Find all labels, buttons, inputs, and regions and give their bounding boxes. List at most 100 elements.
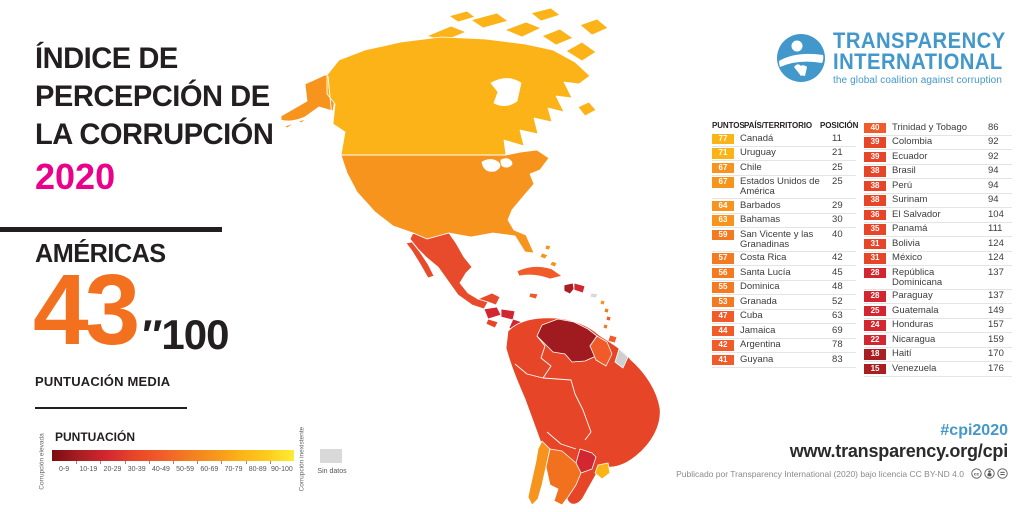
rank-value: 11 bbox=[832, 132, 842, 144]
table-row: 67 Estados Unidos de América 25 bbox=[712, 176, 857, 199]
title-year: 2020 bbox=[35, 156, 116, 197]
scores-table-right-column: 40 Trinidad y Tobago 86 39 Colombia 92 39 Ecuad… bbox=[864, 121, 1012, 377]
country-name: Granada bbox=[740, 295, 777, 307]
legend-range-label: 90-100 bbox=[271, 466, 293, 473]
map-arctic-islands bbox=[426, 7, 609, 62]
table-row: 31 México 124 bbox=[864, 252, 1012, 266]
legend-range-label: 50-59 bbox=[176, 466, 195, 473]
page-title: ÍNDICE DE PERCEPCIÓN DE LA CORRUPCIÓN 20… bbox=[35, 40, 305, 198]
map-hudson-bay bbox=[490, 78, 522, 106]
legend-ticks bbox=[52, 461, 294, 464]
map-puerto-rico bbox=[589, 292, 599, 299]
transparency-international-logo: TRANSPARENCY INTERNATIONAL the global co… bbox=[776, 30, 1012, 86]
table-row: 42 Argentina 78 bbox=[712, 339, 857, 353]
table-row: 44 Jamaica 69 bbox=[712, 324, 857, 339]
points-badge: 59 bbox=[712, 229, 734, 240]
table-row: 67 Chile 25 bbox=[712, 161, 857, 176]
points-badge: 18 bbox=[864, 349, 887, 360]
rank-value: 48 bbox=[832, 281, 843, 292]
rank-value: 69 bbox=[832, 324, 843, 336]
legend-tick bbox=[148, 461, 150, 464]
map-argentina bbox=[545, 448, 582, 506]
country-name: Bahamas bbox=[740, 214, 781, 225]
map-honduras bbox=[500, 308, 516, 321]
points-badge: 71 bbox=[712, 148, 734, 159]
country-name: Guatemala bbox=[892, 304, 939, 316]
rank-value: 29 bbox=[832, 199, 843, 211]
country-name: República Dominicana bbox=[892, 266, 943, 288]
points-badge: 36 bbox=[864, 209, 887, 220]
rank-value: 92 bbox=[988, 150, 999, 162]
points-badge: 39 bbox=[864, 151, 887, 162]
legend-tick bbox=[124, 461, 126, 464]
rank-value: 40 bbox=[832, 228, 843, 240]
legend-tick bbox=[173, 461, 174, 464]
points-badge: 31 bbox=[864, 253, 887, 264]
legend-high-corruption-label: Corrupción elevada bbox=[38, 433, 46, 490]
legend-range-labels: 0-9 10-19 20-29 30-39 40-49 50-59 60-69 70-79 80… bbox=[52, 466, 294, 473]
rank-value: 111 bbox=[988, 223, 1003, 234]
country-name: Haití bbox=[892, 348, 912, 359]
map-internal-borders bbox=[327, 75, 592, 450]
table-row: 28 República Dominicana 137 bbox=[864, 266, 1012, 290]
country-name: Argentina bbox=[740, 339, 781, 350]
points-badge: 56 bbox=[712, 267, 734, 278]
country-name: Chile bbox=[740, 161, 762, 173]
legend-range-label: 10-19 bbox=[79, 466, 98, 473]
map-cuba bbox=[516, 266, 563, 280]
website-link[interactable]: www.transparency.org/cpi bbox=[789, 441, 1008, 461]
table-row: 39 Colombia 92 bbox=[864, 136, 1012, 150]
country-name: Perú bbox=[892, 179, 913, 191]
country-name: San Vicente y las Granadinas bbox=[740, 228, 814, 250]
header-rank: POSICIÓN bbox=[820, 121, 859, 130]
points-badge: 15 bbox=[864, 363, 887, 374]
map-dominican-republic bbox=[573, 282, 586, 294]
rank-value: 137 bbox=[988, 290, 1004, 301]
legend-tick bbox=[269, 461, 271, 464]
divider-line bbox=[35, 407, 187, 409]
map-yucatan bbox=[477, 292, 501, 306]
country-name: Venezuela bbox=[892, 362, 937, 374]
map-chile bbox=[527, 440, 551, 506]
rank-value: 94 bbox=[988, 179, 999, 191]
legend-tick bbox=[100, 461, 102, 464]
logo-line-2: INTERNATIONAL bbox=[833, 49, 1003, 74]
rank-value: 52 bbox=[832, 295, 843, 307]
table-row: 71 Uruguay 21 bbox=[712, 147, 857, 161]
rank-value: 94 bbox=[988, 194, 999, 205]
rank-value: 159 bbox=[988, 333, 1004, 345]
points-badge: 53 bbox=[712, 296, 734, 307]
country-name: Canadá bbox=[740, 132, 774, 144]
legend-tick bbox=[76, 461, 78, 464]
table-row: 59 San Vicente y las Granadinas 40 bbox=[712, 228, 857, 252]
rank-value: 124 bbox=[988, 237, 1004, 249]
title-line-1: ÍNDICE DE bbox=[35, 42, 178, 75]
table-row: 35 Panamá 111 bbox=[864, 223, 1012, 237]
cc-icon: cc bbox=[971, 468, 982, 479]
table-row: 38 Perú 94 bbox=[864, 179, 1012, 194]
points-badge: 28 bbox=[864, 267, 887, 278]
hashtag-link[interactable]: #cpi2020 bbox=[940, 422, 1008, 439]
map-canada bbox=[326, 36, 591, 156]
rank-value: 92 bbox=[988, 136, 999, 147]
country-name: Costa Rica bbox=[740, 252, 787, 263]
table-row: 28 Paraguay 137 bbox=[864, 290, 1012, 304]
header-country: PAÍS/TERRITORIO bbox=[744, 121, 812, 130]
country-name: Barbados bbox=[740, 199, 781, 211]
logo-tagline: the global coalition against corruption bbox=[833, 75, 1003, 86]
rank-value: 86 bbox=[988, 121, 999, 133]
table-row: 56 Santa Lucía 45 bbox=[712, 266, 857, 281]
legend-tick bbox=[245, 461, 247, 464]
country-name: Jamaica bbox=[740, 324, 776, 336]
table-row: 31 Bolivia 124 bbox=[864, 237, 1012, 252]
rank-value: 94 bbox=[988, 165, 999, 176]
table-row: 38 Surinam 94 bbox=[864, 194, 1012, 208]
table-row: 36 El Salvador 104 bbox=[864, 208, 1012, 223]
points-badge: 67 bbox=[712, 177, 734, 188]
table-row: 63 Bahamas 30 bbox=[712, 214, 857, 228]
points-badge: 24 bbox=[864, 320, 887, 331]
logo-line-1: TRANSPARENCY bbox=[833, 28, 1006, 53]
legend-range-label: 20-29 bbox=[103, 466, 122, 473]
points-badge: 22 bbox=[864, 334, 887, 345]
rank-value: 137 bbox=[988, 266, 1004, 278]
